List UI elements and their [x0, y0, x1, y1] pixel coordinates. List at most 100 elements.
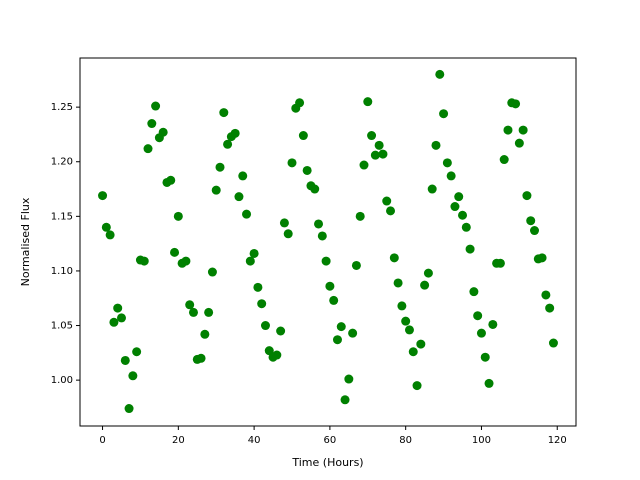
point	[329, 295, 339, 305]
point	[454, 192, 464, 202]
point	[173, 211, 183, 221]
point	[431, 140, 441, 150]
point	[461, 222, 471, 232]
point	[545, 303, 555, 313]
point	[420, 280, 430, 290]
point	[238, 171, 248, 181]
y-axis-label: Normalised Flux	[19, 197, 32, 286]
x-tick-label: 60	[324, 435, 337, 446]
point	[98, 191, 108, 201]
point	[374, 140, 384, 150]
point	[351, 260, 361, 270]
y-tick-label: 1.10	[51, 266, 73, 277]
point	[442, 158, 452, 168]
point	[151, 101, 161, 111]
point	[283, 229, 293, 239]
point	[382, 196, 392, 206]
point	[185, 300, 195, 310]
point	[317, 231, 327, 241]
y-tick-label: 1.20	[51, 157, 73, 168]
point	[287, 158, 297, 168]
point	[211, 185, 221, 195]
point	[404, 325, 414, 335]
point	[105, 230, 115, 240]
y-tick-label: 1.15	[51, 211, 73, 222]
x-tick-label: 0	[99, 435, 105, 446]
point	[170, 247, 180, 257]
point	[530, 226, 540, 236]
point	[514, 138, 524, 148]
point	[302, 165, 312, 175]
y-tick-label: 1.25	[51, 102, 73, 113]
point	[200, 329, 210, 339]
point	[344, 374, 354, 384]
point	[166, 175, 176, 185]
point	[435, 69, 445, 79]
point	[511, 99, 521, 109]
point	[370, 150, 380, 160]
point	[249, 248, 259, 258]
point	[465, 244, 475, 254]
point	[314, 219, 324, 229]
point	[116, 313, 126, 323]
point	[488, 319, 498, 329]
x-tick-label: 80	[399, 435, 412, 446]
point	[503, 125, 513, 135]
point	[522, 191, 532, 201]
point	[113, 303, 123, 313]
point	[397, 301, 407, 311]
point	[336, 322, 346, 332]
x-tick-label: 20	[172, 435, 185, 446]
point	[158, 127, 168, 137]
point	[537, 253, 547, 263]
point	[446, 171, 456, 181]
point	[276, 326, 286, 336]
point	[245, 256, 255, 266]
point	[325, 281, 335, 291]
plot-frame	[79, 57, 577, 427]
point	[332, 335, 342, 345]
point	[181, 256, 191, 266]
point	[408, 347, 418, 357]
point	[264, 346, 274, 356]
point	[234, 192, 244, 202]
point	[109, 317, 119, 327]
point	[253, 282, 263, 292]
point	[389, 253, 399, 263]
point	[458, 210, 468, 220]
point	[295, 98, 305, 108]
x-tick-label: 100	[472, 435, 491, 446]
point	[207, 267, 217, 277]
point	[423, 268, 433, 278]
point	[298, 131, 308, 141]
point	[340, 395, 350, 405]
point	[124, 404, 134, 414]
point	[257, 299, 267, 309]
point	[132, 347, 142, 357]
point	[484, 378, 494, 388]
point	[359, 160, 369, 170]
point	[355, 211, 365, 221]
point	[260, 321, 270, 331]
point	[215, 162, 225, 172]
point	[393, 278, 403, 288]
point	[416, 339, 426, 349]
point	[310, 184, 320, 194]
point	[101, 222, 111, 232]
point	[427, 184, 437, 194]
point	[469, 287, 479, 297]
point	[439, 109, 449, 119]
point	[204, 307, 214, 317]
point	[363, 97, 373, 107]
y-tick-label: 1.00	[51, 375, 73, 386]
point	[412, 381, 422, 391]
point	[518, 125, 528, 135]
point	[128, 371, 138, 381]
point	[219, 108, 229, 118]
point	[348, 328, 358, 338]
point	[548, 338, 558, 348]
point	[386, 206, 396, 216]
point	[188, 307, 198, 317]
